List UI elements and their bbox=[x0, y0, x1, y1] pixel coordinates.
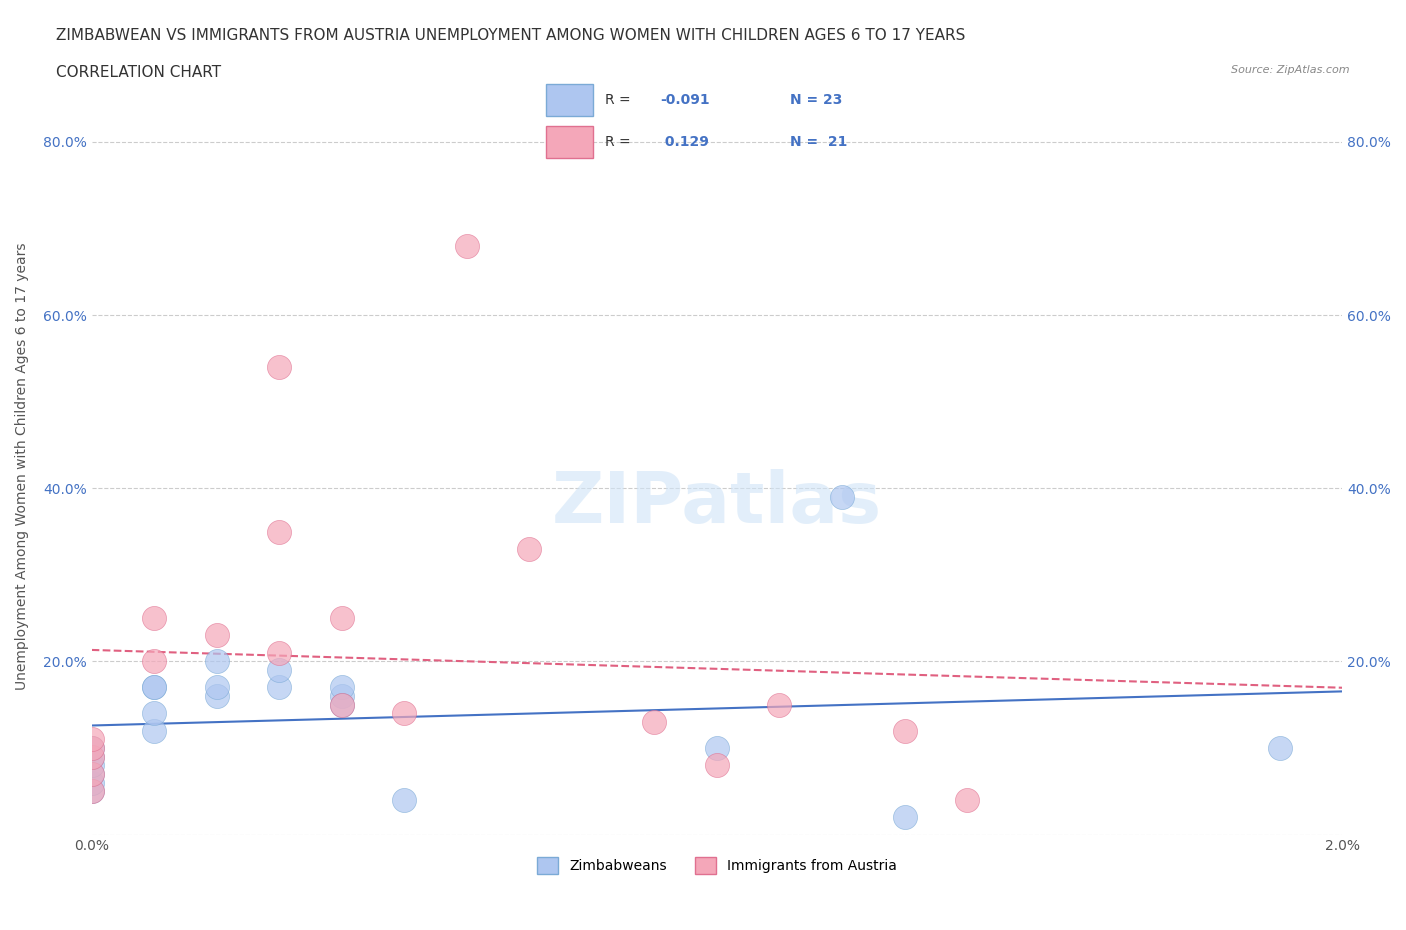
Point bbox=[205, 688, 228, 703]
Text: CORRELATION CHART: CORRELATION CHART bbox=[56, 65, 221, 80]
Text: ZIPatlas: ZIPatlas bbox=[553, 469, 882, 538]
Point bbox=[517, 541, 540, 556]
Point bbox=[80, 766, 103, 781]
Point bbox=[330, 680, 353, 695]
Point bbox=[269, 645, 291, 660]
Point bbox=[143, 706, 166, 721]
Point bbox=[330, 688, 353, 703]
Point bbox=[269, 680, 291, 695]
Point bbox=[831, 489, 853, 504]
Point bbox=[143, 724, 166, 738]
Point bbox=[330, 698, 353, 712]
Point bbox=[80, 776, 103, 790]
Point bbox=[394, 706, 416, 721]
Point bbox=[893, 810, 915, 825]
Point bbox=[269, 663, 291, 678]
Text: 0.129: 0.129 bbox=[661, 135, 709, 150]
Point bbox=[706, 740, 728, 755]
FancyBboxPatch shape bbox=[546, 126, 593, 158]
Point bbox=[143, 611, 166, 626]
Point bbox=[80, 784, 103, 799]
Text: R =: R = bbox=[605, 135, 636, 150]
Point bbox=[456, 238, 478, 253]
Text: Source: ZipAtlas.com: Source: ZipAtlas.com bbox=[1232, 65, 1350, 75]
Point bbox=[330, 611, 353, 626]
Point bbox=[1268, 740, 1291, 755]
Text: N =  21: N = 21 bbox=[790, 135, 848, 150]
Point bbox=[80, 740, 103, 755]
Text: ZIMBABWEAN VS IMMIGRANTS FROM AUSTRIA UNEMPLOYMENT AMONG WOMEN WITH CHILDREN AGE: ZIMBABWEAN VS IMMIGRANTS FROM AUSTRIA UN… bbox=[56, 28, 966, 43]
Point bbox=[330, 698, 353, 712]
Point bbox=[80, 750, 103, 764]
FancyBboxPatch shape bbox=[546, 84, 593, 116]
Point bbox=[80, 750, 103, 764]
Point bbox=[80, 766, 103, 781]
Y-axis label: Unemployment Among Women with Children Ages 6 to 17 years: Unemployment Among Women with Children A… bbox=[15, 243, 30, 690]
Point bbox=[269, 525, 291, 539]
Point bbox=[80, 758, 103, 773]
Point bbox=[269, 360, 291, 375]
Point bbox=[80, 740, 103, 755]
Point bbox=[205, 654, 228, 669]
Text: -0.091: -0.091 bbox=[661, 93, 710, 108]
Point bbox=[205, 680, 228, 695]
Point bbox=[143, 654, 166, 669]
Point bbox=[706, 758, 728, 773]
Text: R =: R = bbox=[605, 93, 636, 108]
Point bbox=[394, 792, 416, 807]
Point bbox=[143, 680, 166, 695]
Point bbox=[80, 784, 103, 799]
Text: N = 23: N = 23 bbox=[790, 93, 842, 108]
Point bbox=[893, 724, 915, 738]
Point bbox=[643, 714, 665, 729]
Point bbox=[80, 732, 103, 747]
Point bbox=[768, 698, 790, 712]
Point bbox=[143, 680, 166, 695]
Legend: Zimbabweans, Immigrants from Austria: Zimbabweans, Immigrants from Austria bbox=[531, 851, 903, 879]
Point bbox=[956, 792, 979, 807]
Point bbox=[205, 628, 228, 643]
